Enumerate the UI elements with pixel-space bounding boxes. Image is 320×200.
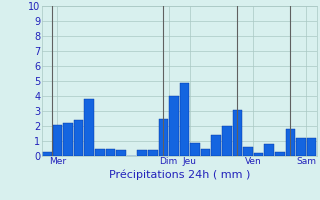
Bar (159, 118, 168, 156)
Bar (285, 129, 295, 156)
Bar (116, 150, 126, 156)
Bar (212, 135, 221, 156)
Bar (233, 110, 242, 156)
Bar (190, 142, 200, 156)
Bar (137, 150, 147, 156)
Bar (180, 82, 189, 156)
X-axis label: Précipitations 24h ( mm ): Précipitations 24h ( mm ) (108, 169, 250, 180)
Bar (307, 138, 316, 156)
Bar (296, 138, 306, 156)
Bar (243, 147, 253, 156)
Bar (63, 123, 73, 156)
Bar (169, 96, 179, 156)
Bar (275, 152, 284, 156)
Bar (106, 148, 115, 156)
Bar (53, 124, 62, 156)
Bar (84, 99, 94, 156)
Bar (264, 144, 274, 156)
Bar (222, 126, 232, 156)
Bar (74, 120, 84, 156)
Bar (95, 148, 105, 156)
Bar (254, 153, 263, 156)
Bar (148, 150, 157, 156)
Bar (42, 152, 52, 156)
Bar (201, 148, 211, 156)
